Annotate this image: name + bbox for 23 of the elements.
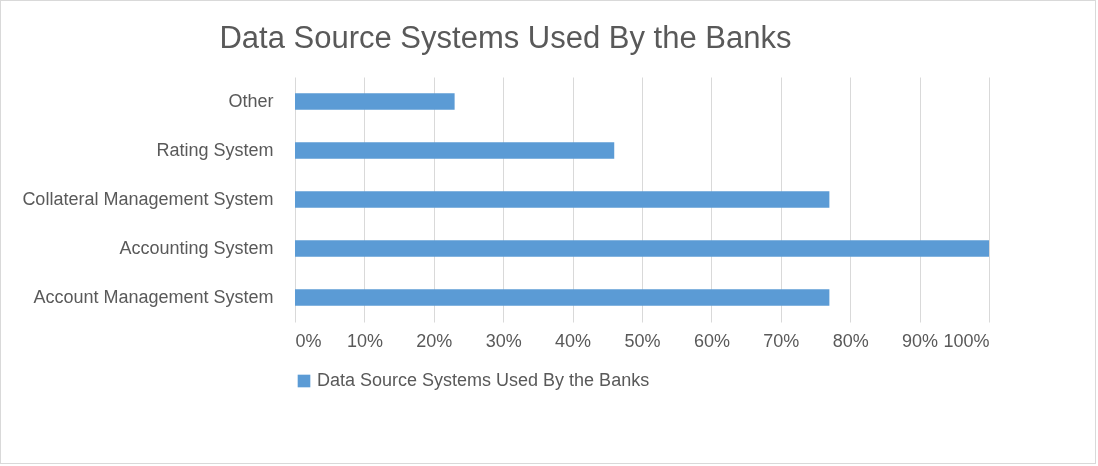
y-tick-label: Accounting System: [119, 237, 274, 258]
x-tick-label: 10%: [346, 330, 383, 351]
bar: [295, 142, 615, 159]
x-tick-label: 40%: [555, 330, 592, 351]
y-tick-label: Rating System: [156, 139, 274, 160]
x-tick-label: 90%: [902, 330, 939, 351]
x-tick-label: 100%: [943, 330, 990, 351]
x-tick-label: 50%: [624, 330, 661, 351]
x-tick-label: 30%: [485, 330, 522, 351]
legend-label: Data Source Systems Used By the Banks: [317, 370, 650, 390]
y-tick-label: Other: [228, 90, 274, 111]
y-tick-label: Collateral Management System: [22, 188, 274, 209]
x-tick-label: 0%: [295, 330, 322, 351]
x-tick-label: 60%: [693, 330, 730, 351]
chart-title: Data Source Systems Used By the Banks: [219, 20, 792, 55]
bar: [295, 93, 455, 110]
x-tick-label: 80%: [832, 330, 869, 351]
bar: [295, 191, 830, 208]
bar: [295, 289, 830, 306]
x-tick-label: 20%: [416, 330, 453, 351]
x-tick-label: 70%: [763, 330, 800, 351]
bar: [295, 240, 989, 257]
y-tick-label: Account Management System: [33, 286, 274, 307]
